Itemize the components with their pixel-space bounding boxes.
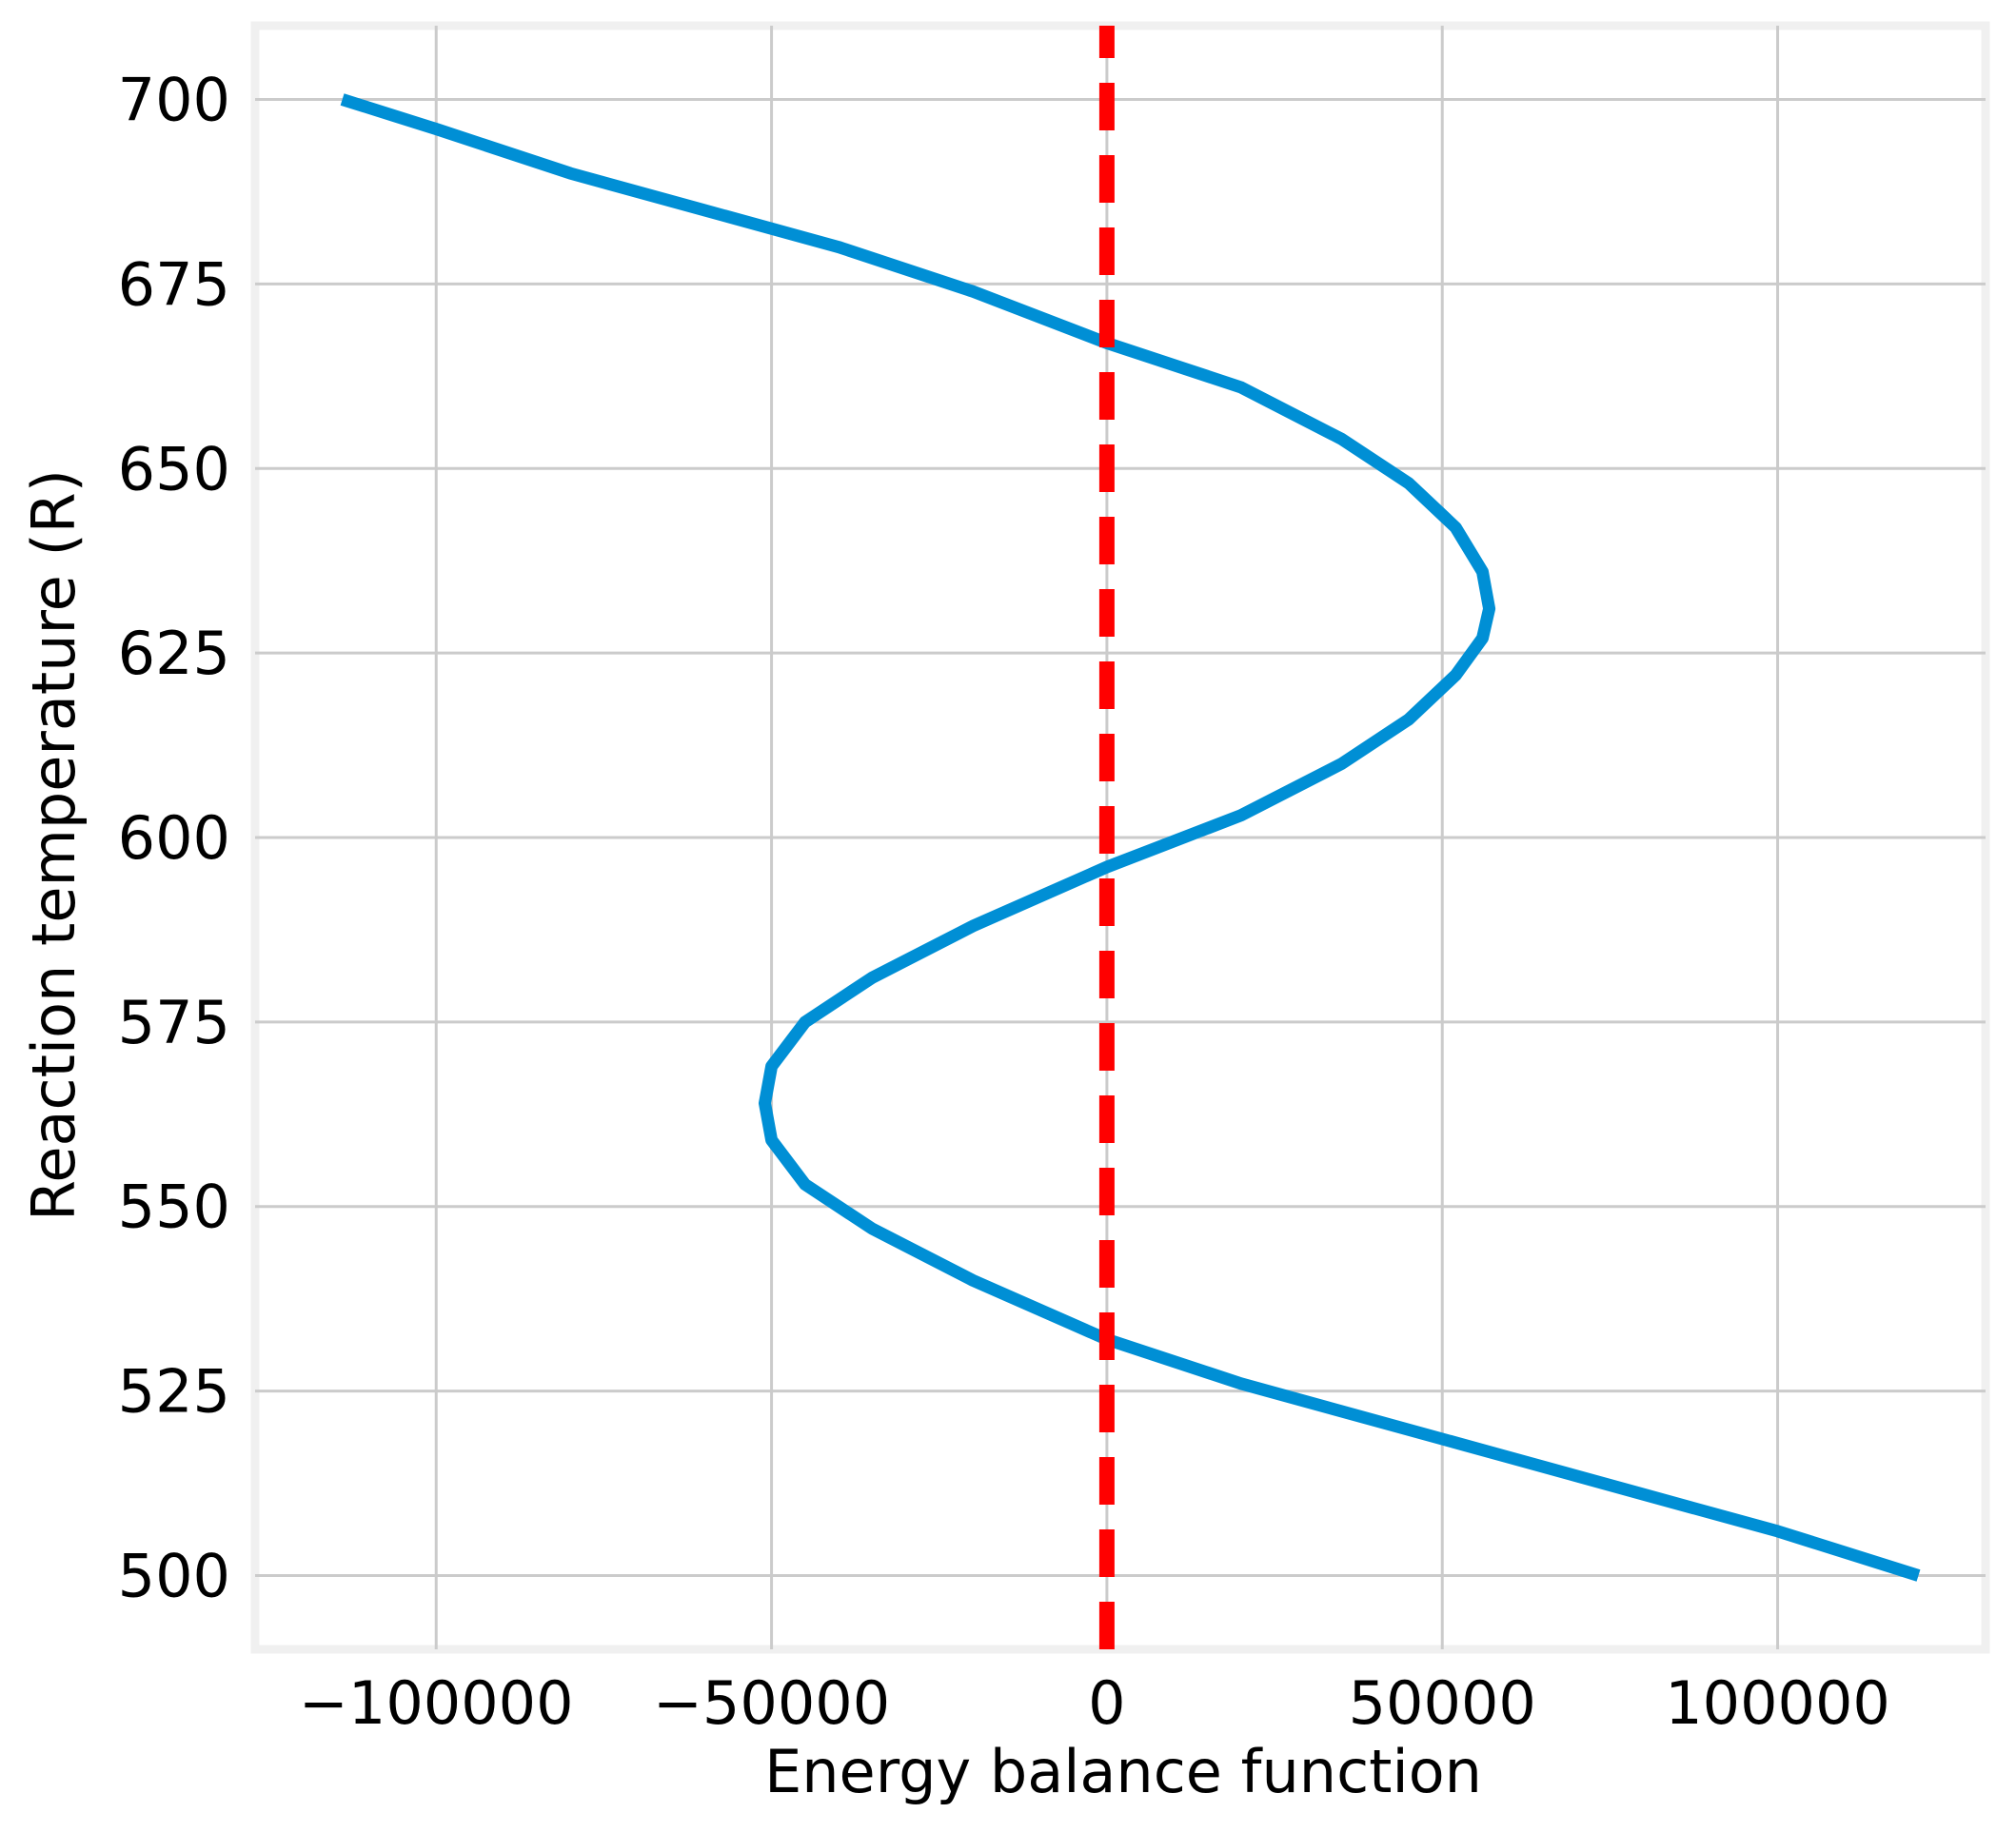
- y-tick-label: 675: [118, 249, 230, 319]
- y-tick-label: 600: [118, 803, 230, 873]
- x-tick-label: 50000: [1349, 1668, 1536, 1738]
- x-tick-labels: −100000 −50000 0 50000 100000: [299, 1668, 1890, 1738]
- y-tick-label: 525: [118, 1357, 230, 1427]
- gridlines: [255, 26, 1986, 1649]
- y-tick-label: 500: [118, 1541, 230, 1610]
- x-tick-label: −50000: [653, 1668, 890, 1738]
- x-axis-label: Energy balance function: [764, 1737, 1482, 1806]
- y-tick-label: 650: [118, 434, 230, 503]
- y-tick-label: 700: [118, 66, 230, 135]
- x-tick-label: −100000: [299, 1668, 574, 1738]
- y-tick-label: 625: [118, 619, 230, 688]
- energy-balance-curve: [340, 93, 1921, 1582]
- y-tick-labels: 500 525 550 575 600 625 650 675 700: [118, 66, 230, 1611]
- y-tick-label: 575: [118, 988, 230, 1057]
- x-tick-label: 0: [1088, 1668, 1125, 1738]
- y-tick-label: 550: [118, 1173, 230, 1242]
- y-axis-label: Reaction temperature (R): [19, 469, 89, 1221]
- series-layer: [340, 26, 1921, 1649]
- x-tick-label: 100000: [1665, 1668, 1890, 1738]
